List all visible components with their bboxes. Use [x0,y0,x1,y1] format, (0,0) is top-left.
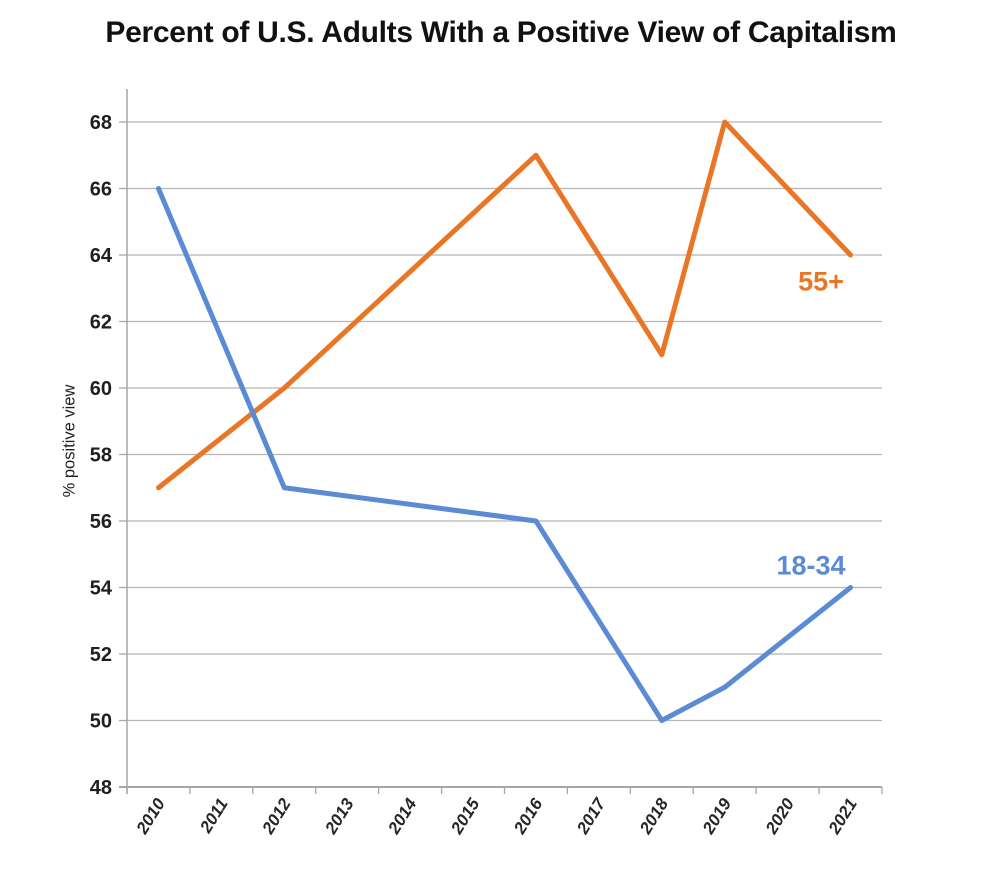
series-line-1 [155,186,854,723]
axis-lines-group [119,89,882,794]
x-tick-label: 2015 [447,795,484,838]
x-tick-labels-group: 2010 2011 2012 2013 2014 2015 2016 2017 2018 2019… [132,794,861,838]
x-tick-label: 2019 [698,795,735,838]
x-tick-label: 2020 [761,795,798,838]
y-tick-label: 64 [90,245,113,267]
y-tick-label: 62 [90,312,112,334]
y-tick-label: 54 [90,578,113,600]
x-tick-label: 2011 [196,795,232,837]
y-tick-label: 52 [90,644,112,666]
y-tick-label: 66 [90,179,112,201]
x-tick-label: 2010 [132,795,169,838]
series-line-0 [155,119,854,491]
y-tick-label: 60 [90,378,112,400]
y-tick-labels-group: 48 50 52 54 56 58 60 62 64 66 68 [90,112,113,799]
x-tick-label: 2014 [384,795,421,838]
x-tick-label: 2017 [573,794,611,838]
series-label-55plus: 55+ [798,266,844,297]
axis-ticks-group [119,121,883,794]
y-tick-label: 48 [90,777,112,799]
y-tick-label: 68 [90,112,112,134]
x-tick-label: 2021 [824,795,861,838]
x-tick-label: 2018 [635,795,672,838]
series-label-18-34: 18-34 [776,550,846,581]
x-tick-label: 2016 [510,795,547,838]
y-tick-label: 58 [90,445,112,467]
y-tick-label: 56 [90,511,112,533]
series-lines-group [155,119,854,723]
gridlines-group [127,121,882,722]
y-tick-label: 50 [90,711,112,733]
chart-title: Percent of U.S. Adults With a Positive V… [105,16,897,49]
x-tick-label: 2013 [321,795,358,838]
x-tick-label: 2012 [258,795,295,838]
